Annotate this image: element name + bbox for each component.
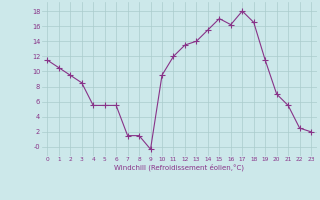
X-axis label: Windchill (Refroidissement éolien,°C): Windchill (Refroidissement éolien,°C) (114, 164, 244, 171)
